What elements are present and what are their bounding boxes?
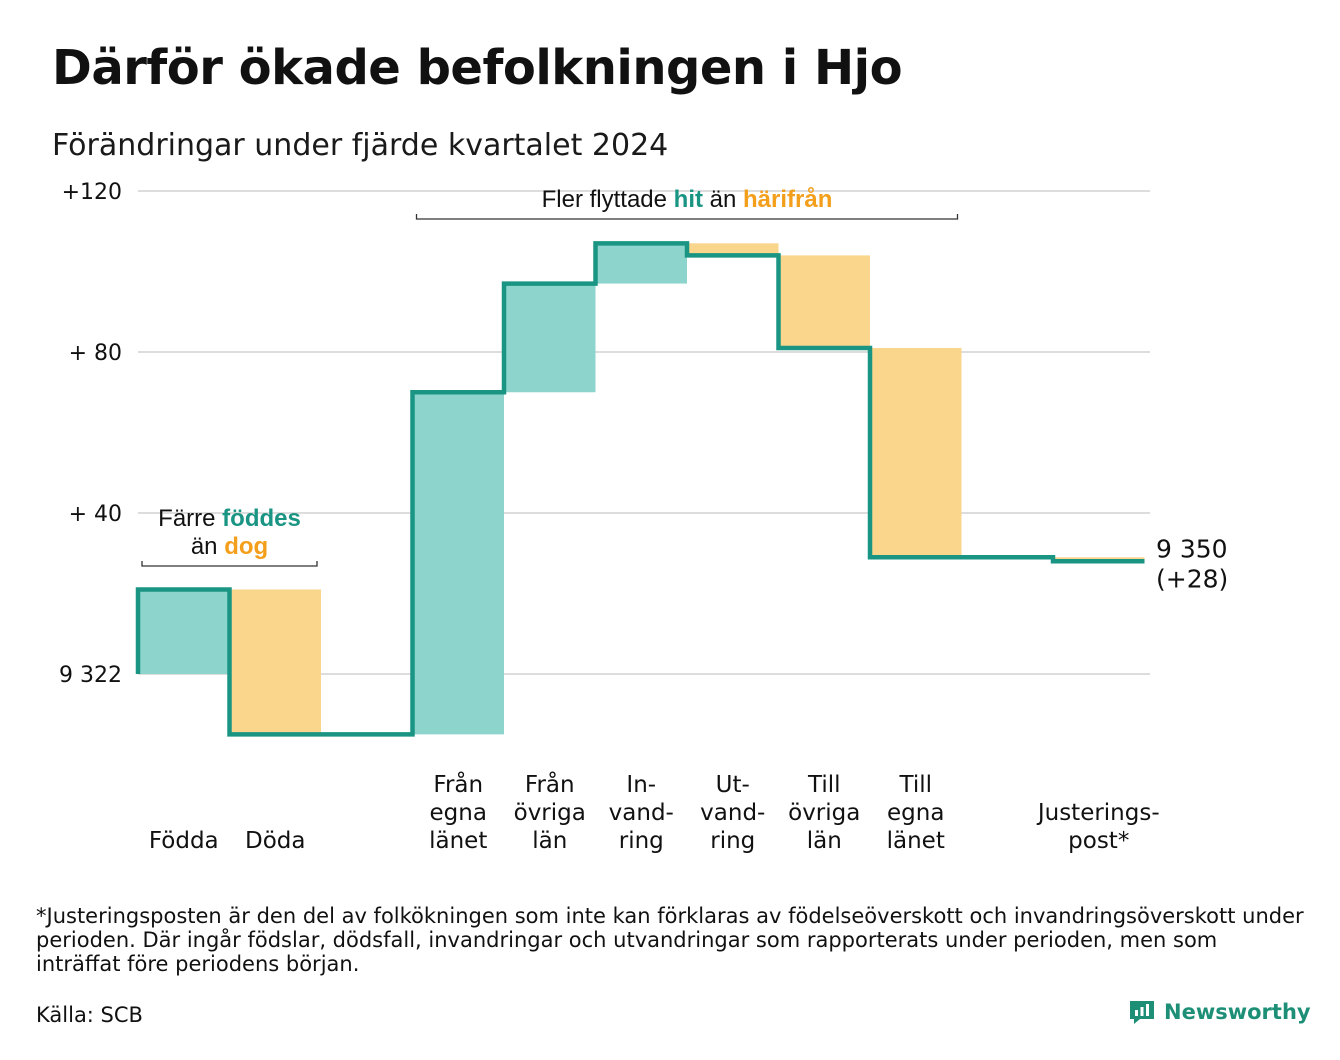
footnote: *Justeringsposten är den del av folkökni…: [36, 904, 1304, 976]
chart-title: Därför ökade befolkningen i Hjo: [52, 40, 903, 96]
category-label: Ut-: [716, 772, 750, 798]
category-label: egna: [430, 800, 487, 826]
bar-decrease: [870, 347, 962, 558]
category-label: vand-: [609, 800, 674, 826]
bar-decrease: [778, 255, 870, 348]
end-value-label: (+28): [1156, 564, 1228, 593]
category-label: Födda: [149, 828, 219, 854]
bars: [138, 243, 1145, 735]
annotation-text: Fler flyttade hit än härifrån: [542, 186, 833, 213]
source-note: Källa: SCB: [36, 1003, 143, 1027]
y-tick-label: +120: [62, 180, 122, 205]
brand-logo: Newsworthy: [1128, 998, 1311, 1026]
category-label: Från: [433, 770, 483, 798]
category-label: länet: [887, 828, 945, 854]
y-tick-label: 9 322: [59, 663, 122, 688]
bar-decrease: [687, 243, 779, 256]
brand-name: Newsworthy: [1164, 1000, 1311, 1024]
category-label: Till: [807, 772, 841, 798]
cumulative-line: [135, 241, 1145, 737]
bar-increase: [412, 392, 504, 735]
annotation-text: Färre föddes: [158, 505, 301, 532]
category-label: post*: [1068, 828, 1129, 854]
annotation-bracket: [415, 214, 959, 220]
category-label: egna: [887, 800, 944, 826]
category-label: Till: [898, 772, 932, 798]
category-label: ring: [710, 828, 755, 854]
bar-decrease: [229, 589, 321, 735]
annotation-bracket: [141, 561, 318, 567]
category-label: Döda: [245, 828, 305, 854]
chart-subtitle: Förändringar under fjärde kvartalet 2024: [52, 128, 669, 163]
annotation-text: än dog: [191, 533, 268, 560]
end-value-label: 9 350: [1156, 534, 1228, 563]
bar-increase: [504, 283, 596, 393]
category-label: län: [807, 828, 842, 854]
category-label: län: [532, 828, 567, 854]
bar-increase: [138, 589, 230, 674]
category-label: övriga: [514, 800, 586, 826]
y-tick-label: + 80: [69, 341, 122, 366]
category-label: vand-: [700, 800, 765, 826]
newsworthy-logo-icon: [1130, 1001, 1154, 1024]
category-label: Från: [525, 770, 575, 798]
category-label: övriga: [788, 800, 860, 826]
category-label: Justerings-: [1036, 800, 1160, 826]
category-label: In-: [626, 772, 656, 798]
category-label: länet: [429, 828, 487, 854]
category-label: ring: [619, 828, 664, 854]
y-tick-label: + 40: [69, 502, 122, 527]
step-line: [135, 241, 1145, 737]
bar-increase: [595, 243, 687, 284]
